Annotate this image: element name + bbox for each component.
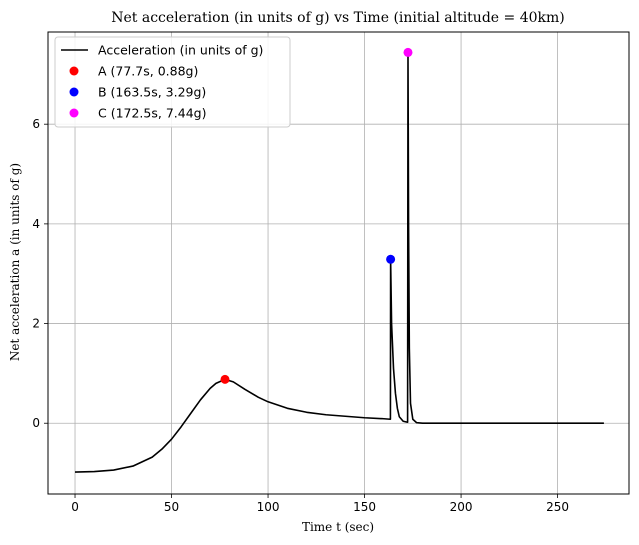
x-axis-label: Time t (sec) <box>302 520 374 534</box>
legend-marker-swatch <box>69 108 79 118</box>
x-tick-label: 50 <box>164 500 179 514</box>
legend-label: C (172.5s, 7.44g) <box>98 106 206 121</box>
x-tick-label: 0 <box>71 500 79 514</box>
y-tick-label: 6 <box>32 117 40 131</box>
legend-label: A (77.7s, 0.88g) <box>98 64 198 79</box>
plot-frame <box>47 31 630 495</box>
y-tick-label: 0 <box>32 416 40 430</box>
y-axis: 0 2 4 6 <box>32 117 48 430</box>
point-a <box>220 374 230 384</box>
point-b <box>386 254 396 264</box>
legend: Acceleration (in units of g) A (77.7s, 0.… <box>54 36 291 128</box>
x-axis: 0 50 100 150 200 250 <box>71 494 569 514</box>
legend-marker-swatch <box>69 87 79 97</box>
y-tick-label: 2 <box>32 317 40 331</box>
x-tick-label: 200 <box>450 500 473 514</box>
point-c <box>403 47 413 57</box>
plot-area <box>74 47 604 473</box>
legend-marker-swatch <box>69 66 79 76</box>
x-tick-label: 150 <box>353 500 376 514</box>
chart-title: Net acceleration (in units of g) vs Time… <box>111 10 565 26</box>
acceleration-line <box>74 51 604 473</box>
y-axis-label: Net acceleration a (in units of g) <box>8 163 22 361</box>
legend-label: B (163.5s, 3.29g) <box>98 85 206 100</box>
x-tick-label: 250 <box>546 500 569 514</box>
legend-box <box>54 36 291 128</box>
legend-label: Acceleration (in units of g) <box>98 43 263 58</box>
y-tick-label: 4 <box>32 217 40 231</box>
x-tick-label: 100 <box>257 500 280 514</box>
